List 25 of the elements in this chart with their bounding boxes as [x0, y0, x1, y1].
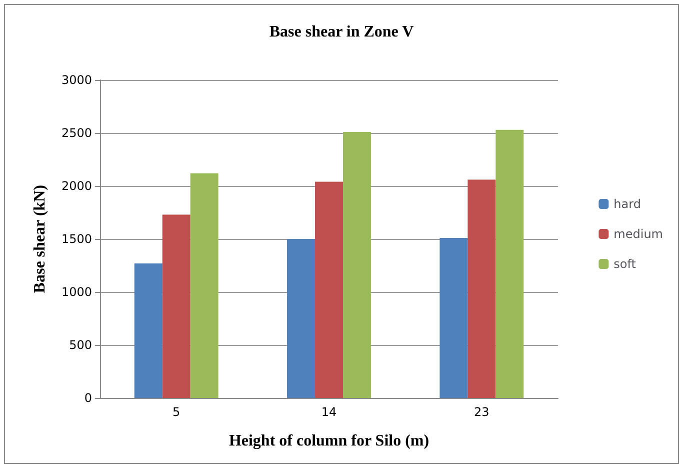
y-tick-label: 3000	[61, 73, 92, 87]
x-tick-label: 5	[172, 405, 180, 419]
bar	[440, 238, 468, 398]
bar	[134, 263, 162, 398]
bar	[162, 214, 190, 398]
bar	[496, 130, 524, 398]
x-axis-title: Height of column for Silo (m)	[228, 432, 430, 450]
x-tick-label: 14	[321, 405, 337, 419]
bar	[342, 132, 371, 398]
bar	[468, 180, 496, 398]
legend-label: medium	[614, 227, 664, 241]
x-tick-label: 23	[474, 405, 490, 419]
y-tick-label: 2500	[61, 126, 92, 140]
bar	[287, 239, 316, 398]
legend-label: soft	[614, 257, 636, 271]
legend-label: hard	[614, 197, 641, 211]
y-tick-label: 1000	[61, 285, 92, 299]
y-tick-label: 500	[69, 338, 92, 352]
y-tick-label: 1500	[61, 232, 92, 246]
y-tick-label: 0	[84, 391, 92, 405]
y-tick-label: 2000	[61, 179, 92, 193]
bar	[190, 173, 218, 398]
bar	[315, 182, 343, 398]
y-axis-title: Base shear (kN)	[32, 184, 48, 294]
chart-title: Base shear in Zone V	[269, 24, 414, 40]
